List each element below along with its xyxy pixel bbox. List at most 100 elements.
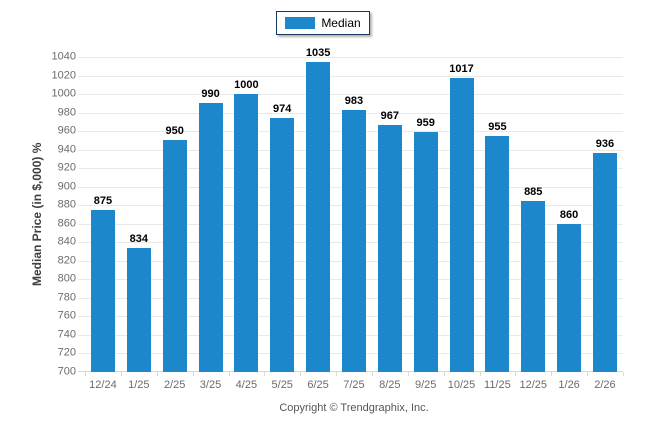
bar-cell-12/24: 875 [85,57,121,372]
bar-8/25 [377,125,402,372]
bar-value-label: 950 [165,125,184,137]
bar-cell-3/25: 990 [193,57,229,372]
bar-cell-8/25: 967 [372,57,408,372]
y-tick-label: 740 [57,328,76,341]
x-tick-label: 4/25 [235,379,258,391]
x-tick-mark [515,372,517,376]
bar-value-label: 885 [524,186,543,198]
y-tick-label: 1000 [51,87,76,100]
y-tick-label: 960 [57,124,76,137]
bar-value-label: 860 [559,209,579,221]
bar-value-label: 936 [595,138,615,150]
x-tick-label: 11/25 [484,379,511,391]
bar-value-label: 983 [344,95,364,107]
x-tick-label: 5/25 [271,379,293,391]
bar-1/26 [557,224,582,372]
x-tick-mark [551,372,553,376]
bar-value-label: 1035 [305,47,331,59]
bar-1/25 [126,248,151,372]
x-tick-mark [156,372,158,376]
y-tick-label: 840 [57,235,76,248]
plot-area: 875 834 950 990 1000 974 1035 983 967 959 1017 955 8… [78,47,623,372]
x-tick-label: 7/25 [343,379,365,391]
legend-swatch-median [285,17,316,29]
bar-12/24 [90,210,115,372]
bar-value-label: 959 [416,117,435,129]
x-tick-mark [300,372,302,376]
x-tick-mark [85,372,86,376]
x-tick-mark [120,372,122,376]
chart-legend: Median [276,11,370,35]
bar-10/25 [449,78,474,372]
y-tick-label: 860 [57,217,76,230]
y-tick-label: 920 [57,161,76,174]
bar-7/25 [341,110,366,372]
bar-cell-2/25: 950 [157,57,193,372]
bar-cell-1/25: 834 [121,57,157,372]
bar-cell-2/26: 936 [587,57,623,372]
bar-5/25 [270,118,295,372]
y-tick-label: 780 [57,291,76,304]
x-tick-label: 8/25 [379,379,401,391]
bar-series-median: 875 834 950 990 1000 974 1035 983 967 959 1017 955 8… [85,47,623,372]
x-axis-tick-labels: 12/24 1/25 2/25 3/25 4/25 5/25 6/25 7/25 8/25 9/2… [85,379,623,391]
bar-cell-7/25: 983 [336,57,372,372]
x-tick-label: 12/24 [89,379,117,391]
bar-6/25 [306,62,331,372]
x-tick-mark [407,372,409,376]
y-tick-label: 820 [57,254,76,267]
y-tick-label: 900 [57,180,76,193]
x-tick-label: 1/26 [558,379,580,391]
bar-3/25 [198,103,223,372]
x-tick-mark [336,372,338,376]
x-tick-label: 1/25 [128,379,150,391]
y-tick-label: 1040 [51,50,76,63]
gridline [78,57,623,58]
bar-cell-11/25: 955 [479,57,515,372]
y-tick-label: 940 [57,143,76,156]
bar-2/26 [592,153,617,372]
x-tick-label: 12/25 [519,379,547,391]
y-tick-label: 720 [57,346,76,359]
bar-value-label: 834 [129,233,148,245]
legend-label: Median [321,16,361,30]
x-axis-ticks [85,372,624,377]
y-tick-label: 800 [57,272,76,285]
x-tick-mark [192,372,194,376]
x-tick-mark [587,372,589,376]
bar-value-label: 1000 [234,79,259,91]
x-tick-label: 10/25 [447,379,476,391]
x-tick-mark [443,372,445,376]
y-tick-label: 760 [57,309,76,322]
bar-cell-9/25: 959 [408,57,444,372]
x-tick-mark [623,372,624,376]
y-tick-label: 880 [57,198,76,211]
x-tick-mark [371,372,373,376]
bar-cell-6/25: 1035 [300,47,336,372]
bar-9/25 [413,132,438,372]
x-tick-mark [479,372,481,376]
x-tick-label: 9/25 [414,379,437,391]
bar-cell-4/25: 1000 [228,57,264,372]
y-axis-tick-labels: 700 720 740 760 780 800 820 840 860 880 900 920 940 9… [0,51,76,377]
bar-cell-5/25: 974 [264,57,300,372]
bar-4/25 [234,94,259,372]
y-tick-label: 700 [57,365,76,378]
bar-12/25 [521,201,546,372]
x-tick-mark [264,372,266,376]
copyright-text: Copyright © Trendgraphix, Inc. [279,402,429,414]
bar-value-label: 990 [201,88,220,100]
bar-cell-12/25: 885 [515,57,551,372]
bar-cell-10/25: 1017 [444,57,480,372]
bar-value-label: 967 [380,110,399,122]
gridline [78,76,623,77]
x-tick-label: 2/26 [594,379,616,391]
x-tick-label: 3/25 [199,379,222,391]
gridline [78,94,623,95]
x-tick-mark [228,372,230,376]
bar-value-label: 974 [273,103,292,115]
x-tick-label: 6/25 [307,379,329,391]
bar-cell-1/26: 860 [551,57,587,372]
y-tick-label: 980 [57,106,76,119]
